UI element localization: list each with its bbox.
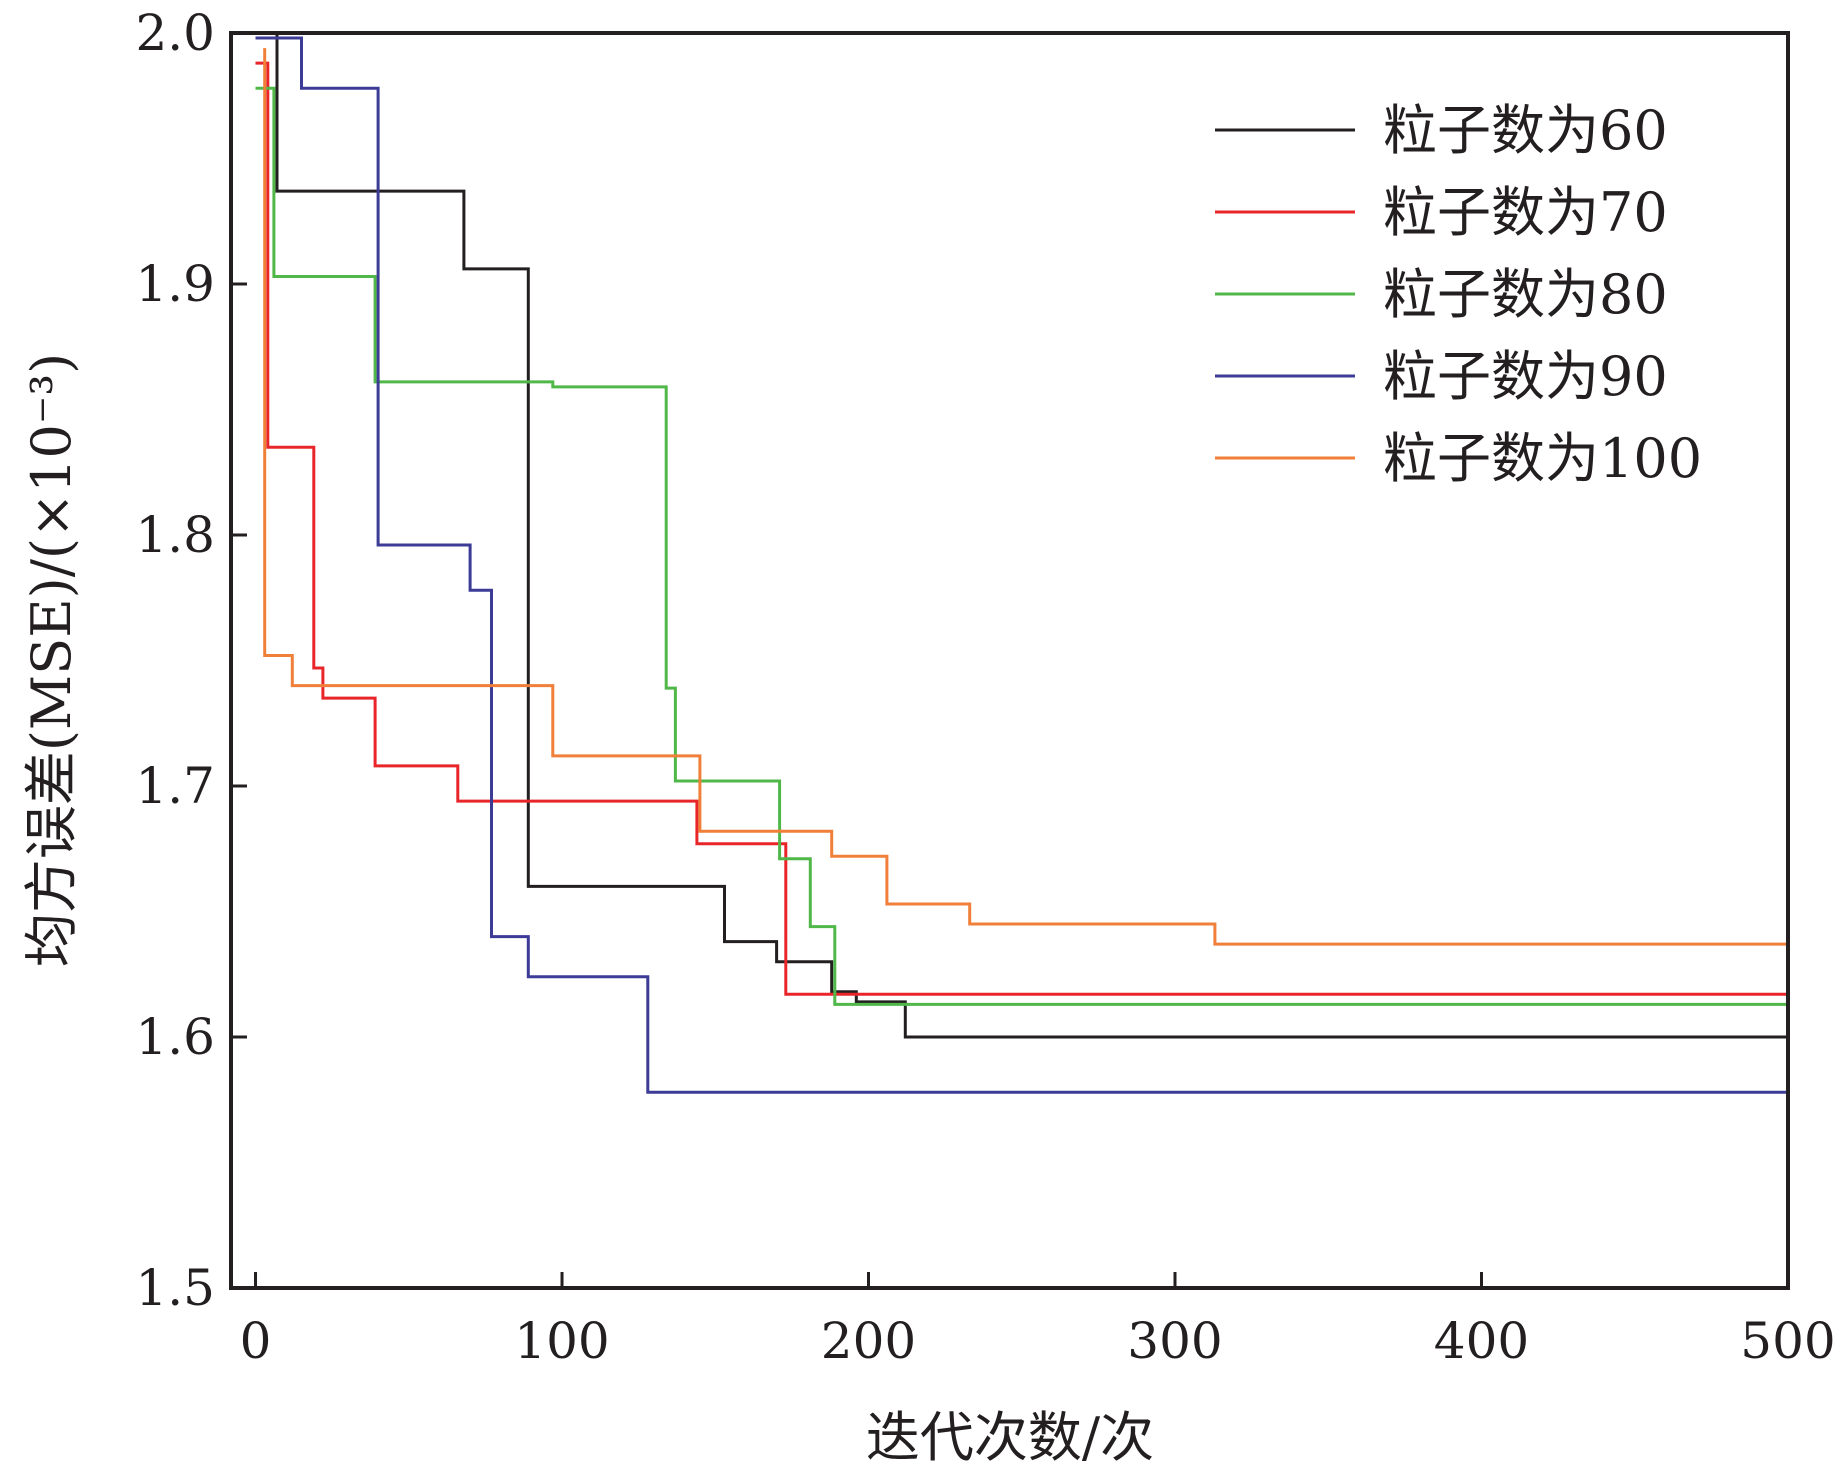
legend-label: 粒子数为80	[1383, 263, 1668, 326]
plot-frame	[229, 31, 1790, 1290]
legend-item-1: 粒子数为60	[1215, 99, 1668, 162]
x-tick-label: 400	[1434, 1312, 1529, 1370]
y-tick-label: 1.7	[135, 757, 215, 815]
y-tick-label: 1.9	[135, 255, 215, 313]
series-line-3	[255, 86, 1788, 1006]
x-tick-label: 500	[1740, 1312, 1835, 1370]
x-axis-title: 迭代次数/次	[866, 1406, 1154, 1469]
legend-item-2: 粒子数为70	[1215, 181, 1668, 244]
x-axis: 0 100 200 300 400 500	[240, 1272, 1836, 1370]
series-line-4	[255, 36, 1788, 1094]
series-line-2	[255, 61, 1788, 996]
y-tick-label: 1.5	[135, 1259, 215, 1317]
y-axis: 1.5 1.6 1.7 1.8 1.9 2.0	[135, 4, 247, 1317]
legend-item-4: 粒子数为90	[1215, 345, 1668, 408]
series-line-5	[263, 48, 1788, 946]
legend: 粒子数为60 粒子数为70 粒子数为80 粒子数为90 粒子数为100	[1215, 99, 1702, 490]
legend-label: 粒子数为60	[1383, 99, 1668, 162]
legend-item-3: 粒子数为80	[1215, 263, 1668, 326]
x-tick-label: 200	[821, 1312, 916, 1370]
legend-label: 粒子数为70	[1383, 181, 1668, 244]
y-tick-label: 1.8	[135, 506, 215, 564]
x-tick-label: 0	[240, 1312, 272, 1370]
legend-item-5: 粒子数为100	[1215, 427, 1702, 490]
series-line-1	[275, 33, 1788, 1039]
x-tick-label: 300	[1127, 1312, 1222, 1370]
y-tick-label: 1.6	[135, 1008, 215, 1066]
legend-label: 粒子数为90	[1383, 345, 1668, 408]
legend-label: 粒子数为100	[1383, 427, 1702, 490]
series-layer	[255, 33, 1788, 1094]
y-tick-label: 2.0	[135, 4, 215, 62]
x-tick-label: 100	[514, 1312, 609, 1370]
y-axis-title: 均方误差(MSE)/(×10⁻³)	[20, 353, 83, 967]
